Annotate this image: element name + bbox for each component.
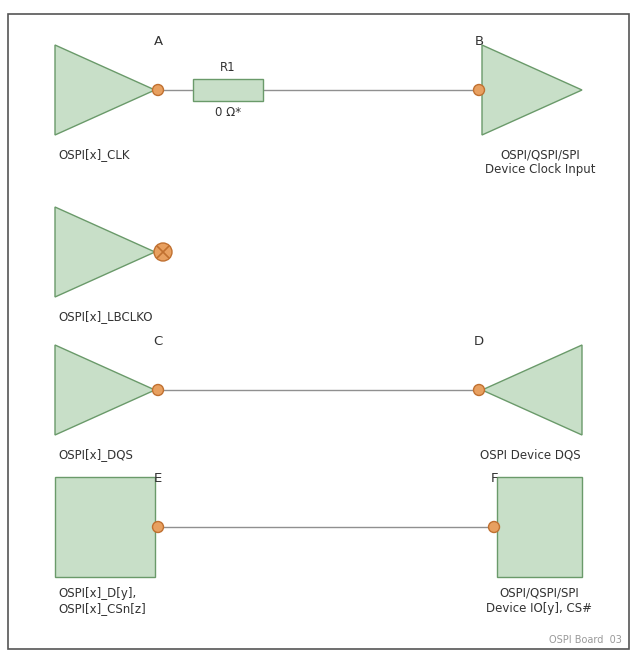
Text: OSPI[x]_LBCLKO: OSPI[x]_LBCLKO: [58, 310, 152, 323]
Text: OSPI Device DQS: OSPI Device DQS: [480, 448, 580, 461]
Circle shape: [152, 522, 164, 533]
Circle shape: [152, 384, 164, 396]
Text: A: A: [154, 35, 162, 48]
Polygon shape: [55, 45, 155, 135]
Bar: [193, 79, 263, 101]
Circle shape: [154, 243, 172, 261]
Text: C: C: [154, 335, 162, 348]
Polygon shape: [482, 345, 582, 435]
Text: OSPI Board  03: OSPI Board 03: [549, 635, 622, 645]
Text: 0 Ω*: 0 Ω*: [215, 106, 241, 119]
Circle shape: [473, 384, 485, 396]
Text: OSPI[x]_D[y],
OSPI[x]_CSn[z]: OSPI[x]_D[y], OSPI[x]_CSn[z]: [58, 587, 146, 615]
Text: OSPI/QSPI/SPI
Device Clock Input: OSPI/QSPI/SPI Device Clock Input: [485, 148, 595, 176]
Bar: [497, 477, 582, 577]
Text: OSPI/QSPI/SPI
Device IO[y], CS#: OSPI/QSPI/SPI Device IO[y], CS#: [487, 587, 592, 615]
Text: OSPI[x]_CLK: OSPI[x]_CLK: [58, 148, 129, 161]
Polygon shape: [55, 207, 155, 297]
Circle shape: [489, 522, 499, 533]
Circle shape: [473, 85, 485, 95]
Polygon shape: [482, 45, 582, 135]
Circle shape: [152, 85, 164, 95]
Text: E: E: [154, 472, 162, 485]
Text: D: D: [474, 335, 484, 348]
Text: B: B: [475, 35, 483, 48]
Text: R1: R1: [220, 61, 236, 74]
Bar: [55, 477, 155, 577]
Text: F: F: [490, 472, 497, 485]
Text: OSPI[x]_DQS: OSPI[x]_DQS: [58, 448, 133, 461]
Polygon shape: [55, 345, 155, 435]
